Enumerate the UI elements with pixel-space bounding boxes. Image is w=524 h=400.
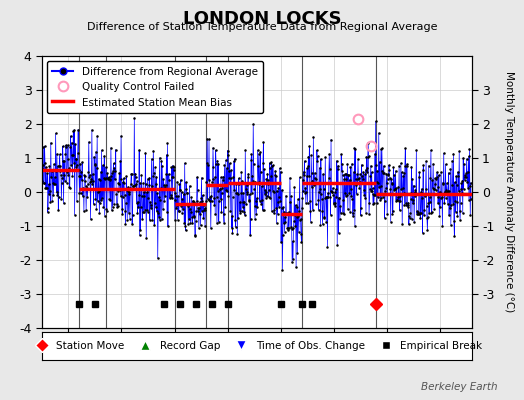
Y-axis label: Monthly Temperature Anomaly Difference (°C): Monthly Temperature Anomaly Difference (… xyxy=(504,71,514,313)
Legend: Station Move, Record Gap, Time of Obs. Change, Empirical Break: Station Move, Record Gap, Time of Obs. C… xyxy=(28,338,485,354)
Text: Berkeley Earth: Berkeley Earth xyxy=(421,382,498,392)
Text: LONDON LOCKS: LONDON LOCKS xyxy=(183,10,341,28)
Text: Difference of Station Temperature Data from Regional Average: Difference of Station Temperature Data f… xyxy=(87,22,437,32)
Legend: Difference from Regional Average, Quality Control Failed, Estimated Station Mean: Difference from Regional Average, Qualit… xyxy=(47,61,263,113)
